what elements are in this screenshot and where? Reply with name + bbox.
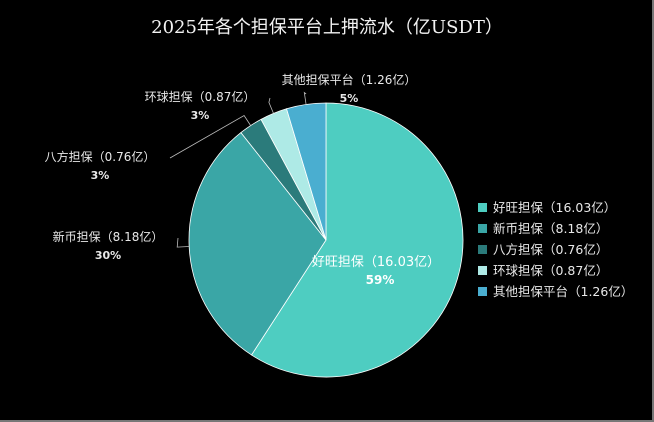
legend-label-3: 八方担保（0.76亿） [493, 242, 608, 257]
slice-percent-5: 5% [340, 92, 359, 105]
slice-label-2: 新币担保（8.18亿） [53, 229, 164, 244]
legend-swatch-4 [478, 266, 487, 275]
leader-line-5 [303, 91, 307, 105]
slice-label-1: 好旺担保（16.03亿） [312, 255, 440, 270]
slice-percent-2: 30% [95, 249, 121, 262]
slice-percent-3: 3% [91, 169, 110, 182]
legend-label-1: 好旺担保（16.03亿） [493, 200, 616, 215]
slice-label-4: 环球担保（0.87亿） [145, 89, 256, 104]
legend-swatch-3 [478, 245, 487, 254]
slice-label-3: 八方担保（0.76亿） [45, 149, 156, 164]
chart-title: 2025年各个担保平台上押流水（亿USDT） [151, 17, 503, 38]
slice-label-5: 其他担保平台（1.26亿） [282, 72, 417, 87]
legend-swatch-5 [478, 287, 487, 296]
legend-label-2: 新币担保（8.18亿） [493, 221, 608, 236]
legend-label-4: 环球担保（0.87亿） [493, 263, 608, 278]
pie-slice-2 [188, 132, 327, 356]
leader-line-4 [268, 97, 274, 114]
legend: 好旺担保（16.03亿） 新币担保（8.18亿） 八方担保（0.76亿） 环球担保（0… [478, 200, 633, 299]
legend-label-5: 其他担保平台（1.26亿） [493, 284, 633, 299]
leader-line-3 [169, 114, 252, 159]
pie-slice-1 [250, 102, 464, 378]
legend-swatch-1 [478, 203, 487, 212]
leader-line-2 [176, 237, 190, 248]
pie-slice-5 [286, 102, 327, 241]
legend-swatch-2 [478, 224, 487, 233]
slice-percent-1: 59% [366, 273, 395, 287]
slice-percent-4: 3% [191, 109, 210, 122]
